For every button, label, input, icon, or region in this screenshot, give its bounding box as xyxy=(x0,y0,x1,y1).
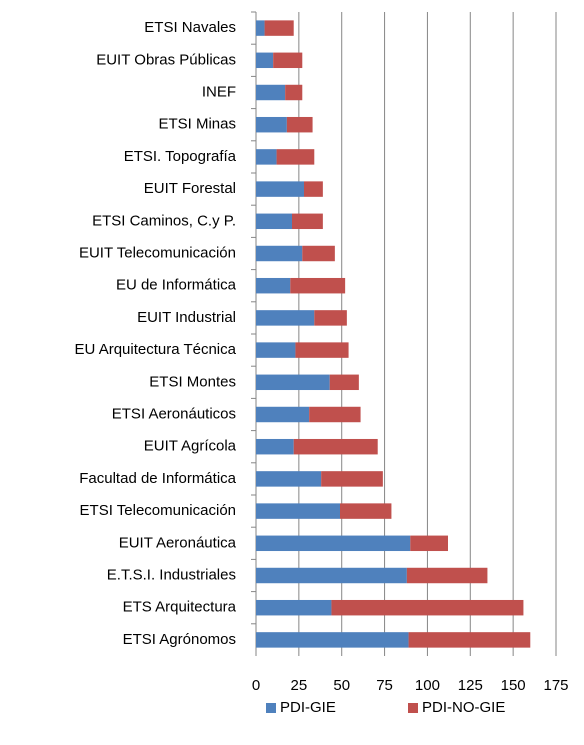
bar xyxy=(256,503,340,519)
legend-swatch xyxy=(266,703,276,713)
bar xyxy=(256,632,409,648)
bar xyxy=(256,116,287,133)
bar xyxy=(292,213,323,230)
y-tick-label: ETSI Telecomunicación xyxy=(80,502,236,519)
y-tick-label: ETSI Navales xyxy=(144,19,236,36)
bar xyxy=(256,567,407,584)
bar xyxy=(256,599,332,616)
bar xyxy=(256,84,286,101)
y-tick-label: EUIT Aeronáutica xyxy=(119,534,237,551)
bar xyxy=(256,374,330,391)
y-tick-label: EUIT Industrial xyxy=(137,309,236,326)
bar xyxy=(410,535,448,552)
y-tick-label: EUIT Obras Públicas xyxy=(96,51,236,68)
bar xyxy=(256,310,315,326)
x-tick-label: 75 xyxy=(376,677,393,694)
legend-swatch xyxy=(408,703,418,713)
x-tick-label: 25 xyxy=(291,677,308,694)
bar xyxy=(256,20,265,36)
bar xyxy=(302,245,335,262)
bar xyxy=(256,213,292,230)
bar xyxy=(408,632,531,648)
bar xyxy=(273,52,303,69)
bar xyxy=(256,406,310,423)
y-tick-label: EUIT Telecomunicación xyxy=(79,244,236,261)
bar xyxy=(256,277,291,294)
bar xyxy=(256,149,277,165)
legend-label: PDI-GIE xyxy=(280,699,336,716)
y-tick-label: ETSI Minas xyxy=(158,116,236,133)
bar xyxy=(256,181,304,197)
y-tick-label: EU Arquitectura Técnica xyxy=(75,341,237,358)
y-tick-label: ETSI Montes xyxy=(149,373,236,390)
x-tick-label: 125 xyxy=(458,677,483,694)
y-tick-label: ETSI Agrónomos xyxy=(123,631,236,648)
y-tick-label: EU de Informática xyxy=(116,277,237,294)
bar xyxy=(256,52,274,69)
bar xyxy=(256,245,303,262)
bar xyxy=(406,567,488,584)
x-tick-label: 100 xyxy=(415,677,440,694)
bar xyxy=(314,310,347,326)
y-tick-label: EUIT Agrícola xyxy=(144,438,237,455)
y-tick-label: EUIT Forestal xyxy=(144,180,236,197)
bar xyxy=(286,116,313,133)
bar xyxy=(264,20,294,36)
y-tick-label: ETS Arquitectura xyxy=(123,599,237,616)
y-tick-label: ETSI Caminos, C.y P. xyxy=(92,212,236,229)
bar xyxy=(321,471,383,487)
y-tick-label: INEF xyxy=(202,83,236,100)
bar xyxy=(329,374,359,391)
bar xyxy=(295,342,349,358)
bar xyxy=(256,471,322,487)
bar xyxy=(256,438,294,455)
y-tick-label: Facultad de Informática xyxy=(79,470,236,487)
y-tick-label: ETSI. Topografía xyxy=(124,148,237,165)
y-tick-label: ETSI Aeronáuticos xyxy=(112,405,236,422)
bar xyxy=(276,149,315,165)
bar xyxy=(340,503,392,519)
x-tick-label: 150 xyxy=(501,677,526,694)
bar xyxy=(256,342,296,358)
y-tick-label: E.T.S.I. Industriales xyxy=(107,566,236,583)
bar xyxy=(290,277,346,294)
bar xyxy=(293,438,378,455)
bar xyxy=(304,181,323,197)
bar xyxy=(331,599,524,616)
x-tick-label: 0 xyxy=(252,677,260,694)
legend-label: PDI-NO-GIE xyxy=(422,699,505,716)
x-tick-label: 175 xyxy=(543,677,568,694)
bar xyxy=(256,535,411,552)
bar xyxy=(309,406,361,423)
x-tick-label: 50 xyxy=(333,677,350,694)
bar xyxy=(285,84,303,101)
